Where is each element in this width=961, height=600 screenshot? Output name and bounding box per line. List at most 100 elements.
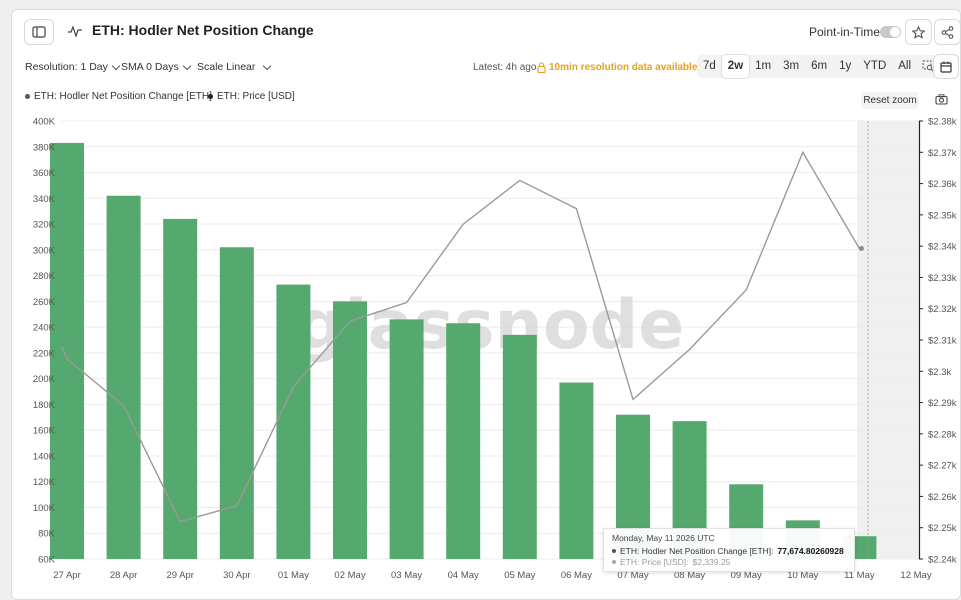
bar[interactable] (50, 142, 84, 559)
reset-zoom-button[interactable]: Reset zoom (861, 92, 919, 109)
range-2w[interactable]: 2w (721, 55, 750, 78)
y-right-tick-label: $2.24k (928, 555, 957, 566)
legend-item-price[interactable]: ETH: Price [USD] (208, 91, 295, 102)
y-left-tick-label: 280K (33, 271, 56, 282)
y-left-tick-label: 340K (33, 194, 56, 205)
range-7d[interactable]: 7d (703, 60, 716, 72)
range-ytd[interactable]: YTD (863, 60, 887, 72)
y-left-tick-label: 300K (33, 245, 56, 256)
x-tick-label: 07 May (617, 570, 648, 581)
bar[interactable] (106, 195, 141, 559)
y-left-tick-label: 140K (33, 451, 56, 462)
y-left-tick-label: 120K (33, 477, 56, 488)
x-axis-ticks: 27 Apr 28 Apr 29 Apr 30 Apr 01 May 02 May 03 M… (53, 570, 932, 581)
y-right-tick-label: $2.37k (928, 148, 957, 159)
x-tick-label: 02 May (334, 570, 365, 581)
x-tick-label: 04 May (448, 570, 479, 581)
sidebar-toggle-button[interactable] (24, 19, 54, 45)
tooltip-row1-label: ETH: Hodler Net Position Change [ETH]: (620, 546, 774, 556)
x-tick-label: 12 May (900, 570, 931, 581)
chart-tooltip: Monday, May 11 2026 UTC ETH: Hodler Net … (603, 528, 855, 572)
range-6m[interactable]: 6m (811, 60, 828, 72)
y-right-tick-label: $2.26k (928, 492, 957, 503)
x-tick-label: 29 Apr (166, 570, 193, 581)
legend-dot (25, 94, 30, 99)
point-in-time-toggle[interactable] (880, 26, 901, 38)
y-left-tick-label: 220K (33, 348, 56, 359)
bar[interactable] (333, 301, 367, 559)
latest-update-text: Latest: 4h ago (473, 62, 537, 73)
y-right-tick-label: $2.27k (928, 461, 957, 472)
bar[interactable] (446, 323, 481, 559)
pulse-icon (68, 25, 82, 37)
share-icon (941, 25, 954, 39)
sidebar-toggle-icon (32, 26, 46, 38)
y-left-tick-label: 80K (38, 529, 56, 540)
favorite-button[interactable] (905, 19, 932, 45)
legend-label: ETH: Price [USD] (217, 91, 295, 102)
star-icon (912, 25, 925, 39)
y-right-tick-label: $2.32k (928, 304, 957, 315)
sma-label: SMA 0 Days (121, 61, 179, 73)
y-right-tick-label: $2.3k (928, 367, 951, 378)
scale-select[interactable]: Scale Linear (197, 61, 272, 73)
y-right-tick-label: $2.36k (928, 179, 957, 190)
range-1y[interactable]: 1y (839, 60, 852, 72)
y-right-tick-label: $2.25k (928, 523, 957, 534)
range-selector: 7d 2w 1m 3m 6m 1y YTD All (697, 55, 940, 78)
zoom-range-icon (922, 60, 934, 72)
bar[interactable] (163, 218, 198, 559)
right-axis-ticks: $2.38k $2.37k $2.36k $2.35k $2.34k $2.33k $2.3… (919, 117, 957, 566)
y-right-tick-label: $2.34k (928, 242, 957, 253)
y-left-tick-label: 200K (33, 374, 56, 385)
legend-item-net-position[interactable]: ETH: Hodler Net Position Change [ETH] (25, 91, 212, 102)
calendar-icon (940, 61, 952, 73)
x-tick-label: 05 May (504, 570, 535, 581)
tooltip-dot (612, 560, 616, 564)
bar[interactable] (389, 319, 424, 559)
latest-period-shade (857, 121, 920, 559)
y-right-tick-label: $2.35k (928, 210, 957, 221)
y-right-tick-label: $2.29k (928, 398, 957, 409)
x-tick-label: 28 Apr (110, 570, 137, 581)
y-right-tick-label: $2.31k (928, 336, 957, 347)
tooltip-row-price: ETH: Price [USD]: $2,339.25 (612, 557, 730, 567)
resolution-select[interactable]: Resolution: 1 Day (25, 61, 121, 73)
bar[interactable] (276, 284, 311, 559)
calendar-button[interactable] (933, 54, 959, 79)
camera-icon[interactable] (935, 94, 948, 105)
y-left-tick-label: 60K (38, 555, 56, 566)
bars-group (50, 142, 877, 559)
range-all[interactable]: All (898, 60, 912, 72)
custom-range-button[interactable] (917, 55, 939, 78)
tooltip-row2-value: $2,339.25 (692, 557, 731, 567)
bar[interactable] (559, 382, 594, 559)
x-tick-label: 01 May (278, 570, 309, 581)
x-tick-label: 30 Apr (223, 570, 250, 581)
tooltip-row2-label: ETH: Price [USD]: (620, 557, 689, 567)
x-tick-label: 08 May (674, 570, 705, 581)
y-left-tick-label: 400K (33, 117, 56, 128)
bar[interactable] (219, 247, 254, 559)
x-tick-label: 03 May (391, 570, 422, 581)
resolution-upgrade-link[interactable]: 10min resolution data available (549, 62, 698, 73)
price-line (61, 150, 861, 523)
y-left-tick-label: 320K (33, 220, 56, 231)
y-left-tick-label: 360K (33, 168, 56, 179)
page-title: ETH: Hodler Net Position Change (92, 22, 314, 38)
sma-select[interactable]: SMA 0 Days (121, 61, 192, 73)
y-left-tick-label: 260K (33, 297, 56, 308)
y-right-tick-label: $2.38k (928, 117, 957, 128)
tooltip-row-net-position: ETH: Hodler Net Position Change [ETH]: 7… (612, 546, 844, 556)
left-axis-ticks: 400K 380K 360K 340K 320K 300K 280K 260K 240K 220K… (33, 117, 56, 566)
range-3m[interactable]: 3m (783, 60, 800, 72)
range-1m[interactable]: 1m (755, 60, 772, 72)
tooltip-dot (612, 549, 616, 553)
x-tick-label: 10 May (787, 570, 818, 581)
resolution-label: Resolution: 1 Day (25, 61, 108, 73)
y-left-tick-label: 160K (33, 426, 56, 437)
bar[interactable] (502, 334, 537, 559)
point-in-time-label: Point-in-Time (809, 25, 880, 39)
x-tick-label: 06 May (561, 570, 592, 581)
x-tick-label: 27 Apr (53, 570, 80, 581)
